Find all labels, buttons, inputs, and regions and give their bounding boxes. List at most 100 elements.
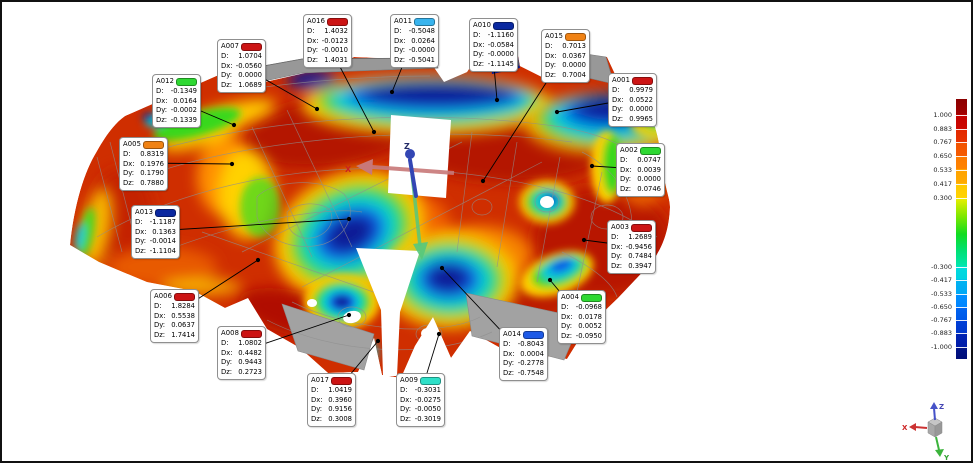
annotation-A010[interactable]: A010 D: -1.1160 Dx: -0.0584 Dy: -0.0000 Dz: -1.1…: [469, 18, 518, 72]
annotation-row-key: Dy:: [221, 71, 233, 80]
annotation-A006[interactable]: A006 D: 1.8284 Dx: 0.5538 Dy: 0.0637 Dz: 1.7414: [150, 289, 199, 343]
origin-z-label: Z: [404, 142, 410, 151]
annotation-row-key: Dy:: [394, 46, 406, 55]
annotation-row-value: -0.0000: [487, 50, 514, 59]
annotation-A015[interactable]: A015 D: 0.7013 Dx: 0.0367 Dy: 0.0000 Dz: 0.7004: [541, 29, 590, 83]
annotation-A016[interactable]: A016 D: 1.4032 Dx: -0.0123 Dy: -0.0010 Dz: 1.403…: [303, 14, 352, 68]
measurement-point-dot[interactable]: [480, 178, 486, 184]
annotation-id-label: A002: [620, 146, 639, 154]
scale-tick-line: [956, 333, 967, 334]
annotation-row-key: Dz:: [123, 178, 135, 187]
annotation-row-value: -0.3019: [414, 414, 441, 423]
annotation-row: Dx: 0.0178: [561, 313, 602, 322]
annotation-row-key: Dx:: [620, 165, 632, 174]
annotation-row-value: -0.0014: [149, 237, 176, 246]
annotation-row-key: Dy:: [123, 169, 135, 178]
annotation-A013[interactable]: A013 D: -1.1187 Dx: 0.1363 Dy: -0.0014 Dz: -1.11…: [131, 205, 180, 259]
annotation-A002[interactable]: A002 D: 0.0747 Dx: 0.0039 Dy: 0.0000 Dz: 0.0746: [616, 143, 665, 197]
measurement-point-dot[interactable]: [436, 331, 442, 337]
measurement-point-dot[interactable]: [439, 265, 445, 271]
annotation-row-value: -1.1187: [149, 218, 176, 227]
nav-cube[interactable]: X Z Y: [902, 398, 964, 462]
annotation-A003[interactable]: A003 D: 1.2689 Dx: -0.9456 Dy: 0.7484 Dz: 0.3947: [607, 220, 656, 274]
annotation-row-key: Dx:: [221, 348, 233, 357]
measurement-point-dot[interactable]: [494, 97, 500, 103]
annotation-row-value: 0.7004: [562, 70, 586, 79]
deviation-color-swatch: [176, 77, 197, 86]
annotation-row-key: D:: [221, 52, 229, 61]
annotation-row-key: Dx:: [473, 40, 485, 49]
annotation-row: Dz: 0.7004: [545, 71, 586, 80]
measurement-point-dot[interactable]: [346, 312, 352, 318]
annotation-row: D: -0.8043: [503, 340, 544, 349]
scale-tick-line: [956, 198, 967, 199]
annotation-row-value: 0.7013: [562, 42, 586, 51]
measurement-point-dot[interactable]: [547, 277, 553, 283]
measurement-point-dot[interactable]: [231, 122, 237, 128]
annotation-row: Dy: 0.9443: [221, 358, 262, 367]
annotation-row: D: 0.8319: [123, 150, 164, 159]
measurement-point-dot[interactable]: [346, 216, 352, 222]
annotation-row-value: -0.0584: [487, 40, 514, 49]
measurement-point-dot[interactable]: [255, 257, 261, 263]
origin-triad: X Z: [345, 142, 455, 260]
annotation-row-key: Dx:: [307, 36, 319, 45]
annotation-row: Dz: -1.1104: [135, 247, 176, 256]
measurement-point-dot[interactable]: [554, 109, 560, 115]
annotation-A009[interactable]: A009 D: -0.3031 Dx: -0.0275 Dy: -0.0050 Dz: -0.3…: [396, 373, 445, 427]
annotation-row: Dy: -0.2778: [503, 359, 544, 368]
annotation-A004[interactable]: A004 D: -0.0968 Dx: 0.0178 Dy: 0.0052 Dz: -0.095…: [557, 290, 606, 344]
annotation-row: D: 1.0802: [221, 339, 262, 348]
annotation-A014[interactable]: A014 D: -0.8043 Dx: 0.0004 Dy: -0.2778 Dz: -0.75…: [499, 327, 548, 381]
annotation-A008[interactable]: A008 D: 1.0802 Dx: 0.4482 Dy: 0.9443 Dz: 0.2723: [217, 326, 266, 380]
deviation-color-swatch: [414, 17, 435, 26]
annotation-row: Dz: 0.0746: [620, 185, 661, 194]
nav-cube-right-face: [934, 421, 943, 438]
annotation-row-value: 1.7414: [171, 330, 195, 339]
deviation-color-swatch: [493, 21, 514, 30]
annotation-row-value: 0.3008: [328, 414, 352, 423]
annotation-row-key: Dz:: [611, 261, 623, 270]
measurement-point-dot[interactable]: [371, 129, 377, 135]
annotation-row-value: -0.0002: [170, 106, 197, 115]
annotation-id-label: A013: [135, 208, 154, 216]
measurement-point-dot[interactable]: [589, 163, 595, 169]
annotation-id-label: A003: [611, 223, 630, 231]
annotation-row-key: D:: [221, 339, 229, 348]
annotation-row-key: D:: [561, 303, 569, 312]
annotation-row-key: Dx:: [400, 395, 412, 404]
annotation-row-key: Dy:: [561, 322, 573, 331]
annotation-row: Dy: 0.0000: [221, 71, 262, 80]
annotation-A011[interactable]: A011 D: -0.5048 Dx: 0.0264 Dy: -0.0000 Dz: -0.50…: [390, 14, 439, 68]
annotation-row: D: 1.8284: [154, 302, 195, 311]
annotation-row-value: 0.3960: [328, 395, 352, 404]
annotation-row-key: Dx:: [135, 227, 147, 236]
nav-z-label: Z: [939, 403, 944, 411]
annotation-id-label: A011: [394, 17, 413, 25]
measurement-point-dot[interactable]: [229, 161, 235, 167]
annotation-row-key: Dx:: [221, 61, 233, 70]
annotation-A012[interactable]: A012 D: -0.1349 Dx: 0.0164 Dy: -0.0002 Dz: -0.13…: [152, 74, 201, 128]
measurement-point-dot[interactable]: [375, 338, 381, 344]
scale-tick-label: 1.000: [933, 111, 952, 119]
annotation-row: D: -0.0968: [561, 303, 602, 312]
annotation-row-value: 0.0000: [238, 71, 262, 80]
measurement-point-dot[interactable]: [389, 89, 395, 95]
annotation-row-key: Dx:: [311, 395, 323, 404]
annotation-A001[interactable]: A001 D: 0.9979 Dx: 0.0522 Dy: 0.0000 Dz: 0.9965: [608, 73, 657, 127]
annotation-row-key: Dy:: [611, 252, 623, 261]
annotation-A005[interactable]: A005 D: 0.8319 Dx: 0.1976 Dy: 0.1790 Dz: 0.7880: [119, 137, 168, 191]
measurement-point-dot[interactable]: [581, 237, 587, 243]
nav-z-axis: [933, 407, 936, 421]
annotation-A017[interactable]: A017 D: 1.0419 Dx: 0.3960 Dy: 0.9156 Dz: 0.3008: [307, 373, 356, 427]
measurement-point-dot[interactable]: [314, 106, 320, 112]
annotation-row-value: 0.0746: [637, 184, 661, 193]
nav-x-label: X: [902, 424, 908, 432]
annotation-id-label: A012: [156, 77, 175, 85]
annotation-A007[interactable]: A007 D: 1.0704 Dx: -0.0560 Dy: 0.0000 Dz: 1.0689: [217, 39, 266, 93]
scale-tick-line: [956, 156, 967, 157]
annotation-row: Dy: 0.9156: [311, 405, 352, 414]
annotation-row: D: 1.4032: [307, 27, 348, 36]
annotation-row-key: Dx:: [612, 95, 624, 104]
